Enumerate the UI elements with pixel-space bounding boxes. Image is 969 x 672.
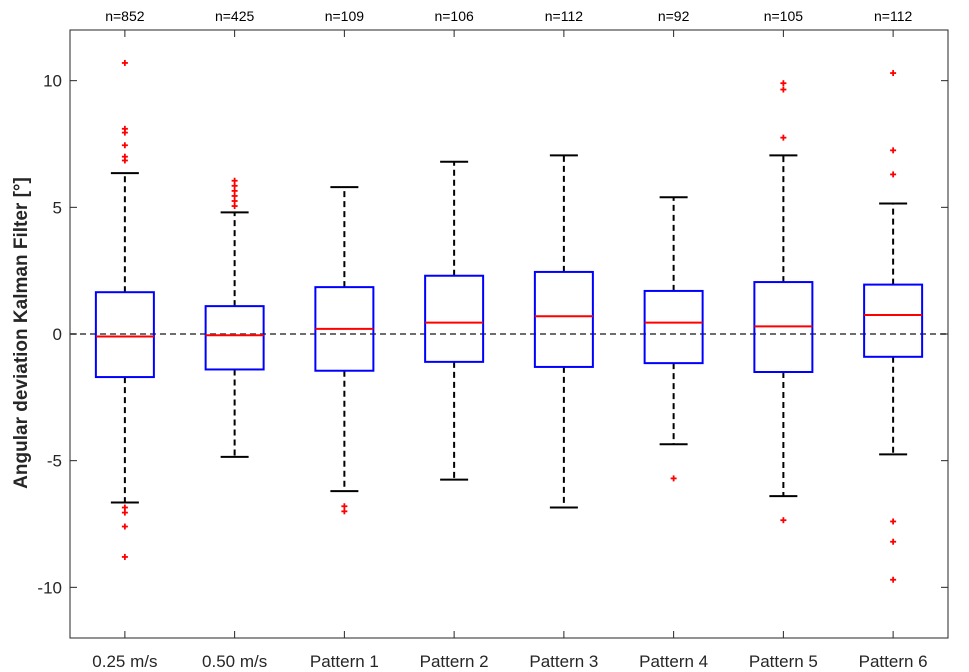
- iqr-box: [533, 270, 594, 368]
- iqr-box: [94, 291, 155, 379]
- x-axis-ticks: 0.25 m/s 0.50 m/s Pattern 1 Pattern 2 Patter…: [92, 30, 928, 671]
- box-8: [863, 70, 924, 583]
- y-axis-title: Angular deviation Kalman Filter [°]: [11, 177, 32, 489]
- outlier-marker: [231, 192, 238, 199]
- outlier-marker: [890, 576, 897, 583]
- outlier-marker: [890, 538, 897, 545]
- x-tick-label: Pattern 2: [420, 652, 489, 671]
- count-label: n=92: [658, 8, 690, 24]
- count-label: n=105: [764, 8, 804, 24]
- count-label: n=112: [874, 8, 912, 24]
- outlier-marker: [780, 517, 787, 524]
- y-tick-label: -5: [47, 452, 62, 471]
- iqr-box: [643, 289, 704, 365]
- outlier-marker: [121, 59, 128, 66]
- iqr-box: [204, 305, 265, 371]
- box-7: [753, 80, 814, 524]
- y-tick-label: 5: [53, 198, 62, 217]
- iqr-box: [863, 283, 924, 358]
- outlier-marker: [670, 475, 677, 482]
- outlier-marker: [341, 508, 348, 515]
- x-tick-label: Pattern 6: [859, 652, 928, 671]
- outlier-marker: [121, 129, 128, 136]
- outlier-marker: [121, 553, 128, 560]
- outlier-marker: [121, 523, 128, 530]
- outlier-marker: [121, 509, 128, 516]
- outlier-marker: [231, 198, 238, 204]
- outlier-marker: [231, 203, 238, 210]
- box-1: [94, 59, 155, 560]
- count-label: n=425: [215, 8, 255, 24]
- x-tick-label: Pattern 1: [310, 652, 379, 671]
- box-4: [424, 160, 485, 481]
- box-5: [533, 154, 594, 509]
- outlier-marker: [890, 171, 897, 178]
- x-tick-label: 0.25 m/s: [92, 652, 157, 671]
- count-label: n=112: [545, 8, 583, 24]
- outlier-marker: [231, 177, 238, 184]
- count-label: n=852: [105, 8, 145, 24]
- iqr-box: [424, 274, 485, 363]
- box-2: [204, 177, 265, 458]
- box-6: [643, 196, 704, 482]
- y-tick-label: -10: [37, 578, 62, 597]
- box-3: [314, 186, 375, 515]
- outlier-marker: [890, 147, 897, 154]
- outlier-marker: [890, 518, 897, 525]
- outlier-marker: [121, 157, 128, 164]
- x-tick-label: Pattern 5: [749, 652, 818, 671]
- x-tick-label: Pattern 4: [639, 652, 708, 671]
- outlier-marker: [780, 134, 787, 141]
- outlier-marker: [780, 86, 787, 93]
- outlier-marker: [890, 70, 897, 77]
- outlier-marker: [121, 504, 128, 511]
- y-tick-label: 10: [43, 72, 62, 91]
- boxes-group: [94, 59, 924, 583]
- x-tick-label: 0.50 m/s: [202, 652, 267, 671]
- y-axis-ticks: -10 -5 0 5 10: [37, 72, 948, 597]
- count-label: n=106: [434, 8, 474, 24]
- outlier-marker: [231, 187, 238, 194]
- y-tick-label: 0: [53, 325, 62, 344]
- outlier-marker: [231, 182, 238, 189]
- outlier-marker: [121, 142, 128, 149]
- count-label: n=109: [325, 8, 365, 24]
- outlier-marker: [780, 80, 787, 87]
- count-labels: n=852 n=425 n=109 n=106 n=112 n=92 n=105 n=112: [105, 8, 912, 24]
- outlier-marker: [341, 503, 348, 510]
- x-tick-label: Pattern 3: [529, 652, 598, 671]
